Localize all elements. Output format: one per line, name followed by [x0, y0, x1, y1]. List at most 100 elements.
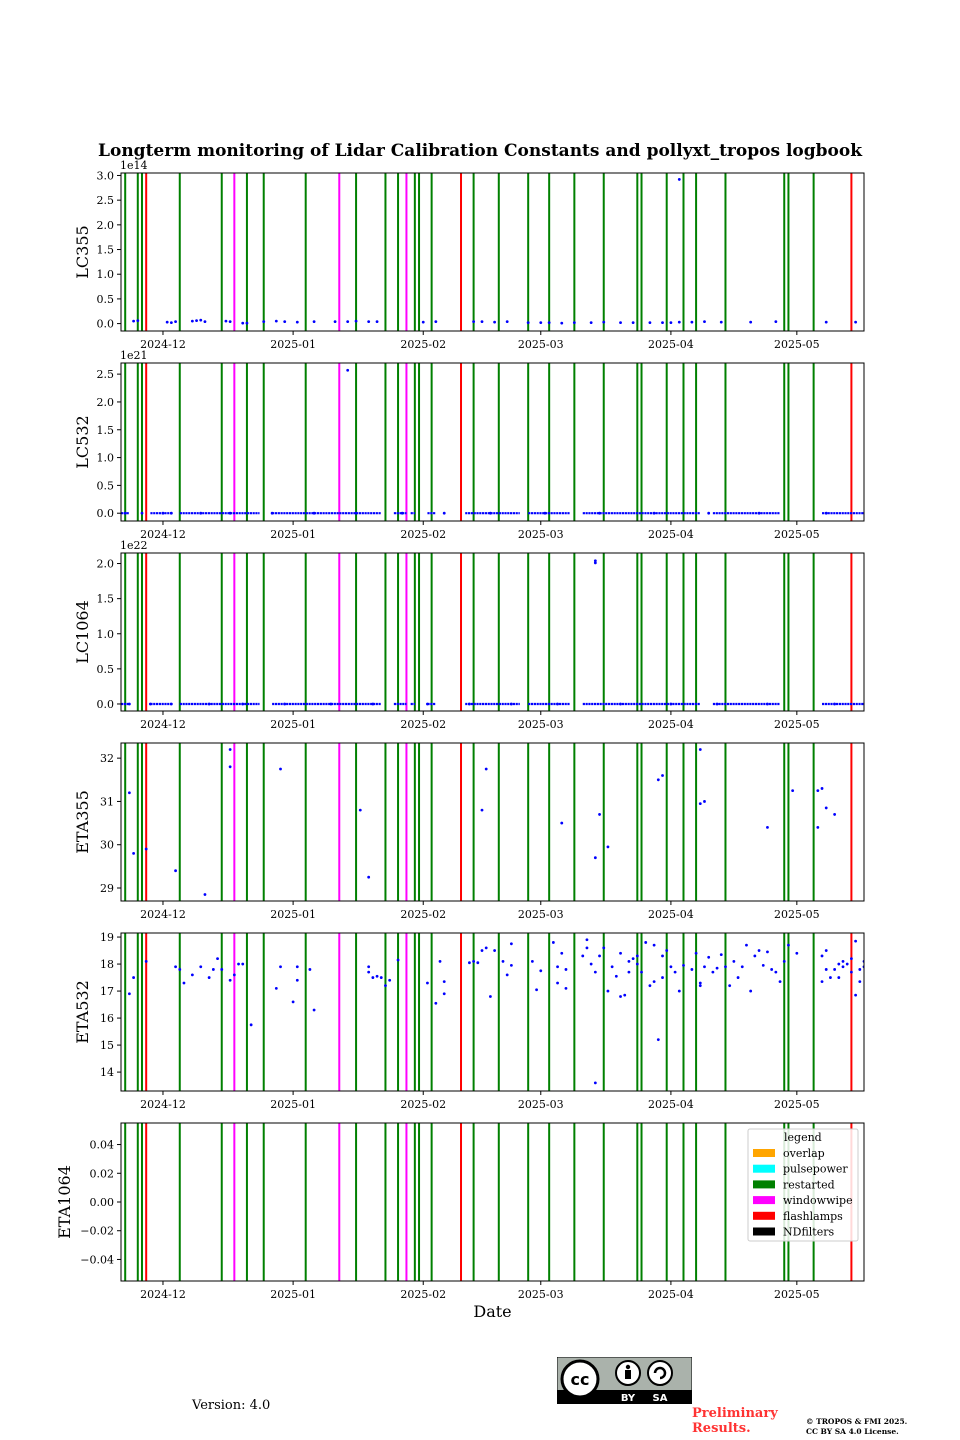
data-point — [602, 320, 606, 324]
data-point — [228, 320, 232, 324]
data-point — [132, 851, 135, 855]
data-point — [669, 965, 673, 969]
panel-eta355: 29 30 31 32 2024-12 2025-01 2025-02 2025-03 2025… — [73, 742, 865, 921]
data-point — [371, 976, 375, 979]
legend-swatch-flashlamps — [753, 1211, 775, 1220]
data-point — [711, 970, 715, 974]
data-point — [270, 511, 274, 515]
y-tick-label: 0.02 — [90, 1167, 115, 1180]
legend-swatch-overlap — [753, 1149, 775, 1157]
y-tick-label: 1.0 — [97, 628, 115, 641]
data-point — [635, 954, 639, 958]
data-point — [295, 978, 299, 982]
data-point — [782, 959, 786, 963]
data-point — [640, 970, 643, 974]
data-point — [228, 978, 232, 982]
data-point — [753, 954, 757, 958]
data-point — [396, 958, 400, 962]
data-point — [602, 946, 606, 950]
data-point — [489, 511, 492, 515]
x-tick-label: 2025-02 — [400, 338, 446, 351]
data-point — [169, 702, 173, 706]
x-tick-label: 2025-02 — [400, 528, 446, 541]
data-point — [833, 813, 837, 816]
data-point — [228, 765, 232, 769]
x-tick-label: 2025-04 — [648, 718, 694, 731]
data-point — [543, 511, 547, 515]
data-point — [564, 968, 568, 971]
data-point — [669, 321, 673, 325]
data-point — [719, 953, 723, 957]
data-point — [501, 959, 505, 963]
x-tick-label: 2025-04 — [648, 1098, 694, 1111]
data-point — [484, 767, 488, 771]
x-tick-label: 2025-03 — [518, 528, 564, 541]
data-point — [421, 320, 425, 324]
y-axis-label: ETA355 — [73, 790, 92, 854]
data-point — [174, 320, 177, 324]
data-point — [480, 949, 484, 952]
y-tick-label: 32 — [100, 752, 114, 765]
data-point — [375, 974, 379, 978]
data-point — [661, 321, 664, 325]
data-point — [560, 821, 564, 825]
data-point — [665, 949, 669, 952]
preliminary-line-2: Results. — [692, 1421, 751, 1436]
data-point — [228, 748, 232, 751]
data-point — [245, 321, 249, 325]
data-point — [379, 976, 383, 979]
data-point — [505, 320, 509, 324]
data-point — [509, 964, 513, 967]
data-point — [845, 962, 849, 966]
data-point — [669, 702, 673, 706]
data-point — [442, 980, 446, 984]
y-axis-label: LC355 — [73, 225, 92, 278]
y-tick-label: 3.0 — [97, 169, 115, 182]
data-point — [346, 320, 350, 324]
data-point — [216, 957, 219, 961]
data-point — [698, 802, 702, 806]
data-point — [703, 965, 706, 969]
data-point — [854, 993, 858, 997]
data-point — [127, 992, 131, 996]
x-tick-label: 2025-05 — [774, 1288, 820, 1301]
data-point — [472, 320, 476, 324]
x-tick-label: 2025-02 — [400, 908, 446, 921]
data-point — [593, 561, 597, 565]
data-point — [761, 964, 765, 967]
data-point — [509, 942, 513, 946]
data-point — [279, 965, 282, 969]
data-point — [656, 778, 660, 782]
x-tick-label: 2025-03 — [518, 338, 564, 351]
data-point — [224, 319, 228, 323]
data-point — [619, 951, 622, 955]
data-point — [400, 511, 404, 515]
data-point — [438, 959, 442, 963]
data-point — [703, 320, 706, 324]
x-tick-label: 2025-01 — [270, 908, 316, 921]
data-point — [593, 1081, 597, 1085]
data-point — [560, 321, 564, 325]
x-tick-label: 2024-12 — [140, 1098, 186, 1111]
data-point — [148, 702, 152, 706]
data-point — [178, 968, 182, 971]
data-point — [195, 319, 198, 323]
y-tick-label: 0.0 — [97, 698, 115, 711]
data-point — [190, 319, 194, 323]
data-point — [564, 986, 568, 990]
x-tick-label: 2025-01 — [270, 718, 316, 731]
data-point — [837, 976, 841, 979]
y-tick-label: 0.00 — [90, 1196, 115, 1209]
legend-label-flashlamps: flashlamps — [783, 1210, 843, 1223]
data-point — [526, 321, 530, 325]
y-tick-label: 0.5 — [97, 293, 115, 306]
data-point — [468, 961, 471, 965]
data-point — [619, 702, 622, 706]
data-point — [388, 978, 392, 982]
data-point — [161, 511, 165, 515]
data-point — [312, 1008, 316, 1012]
cc-by-label: BY — [621, 1393, 636, 1404]
data-point — [598, 813, 601, 816]
y-tick-label: 19 — [100, 931, 114, 944]
